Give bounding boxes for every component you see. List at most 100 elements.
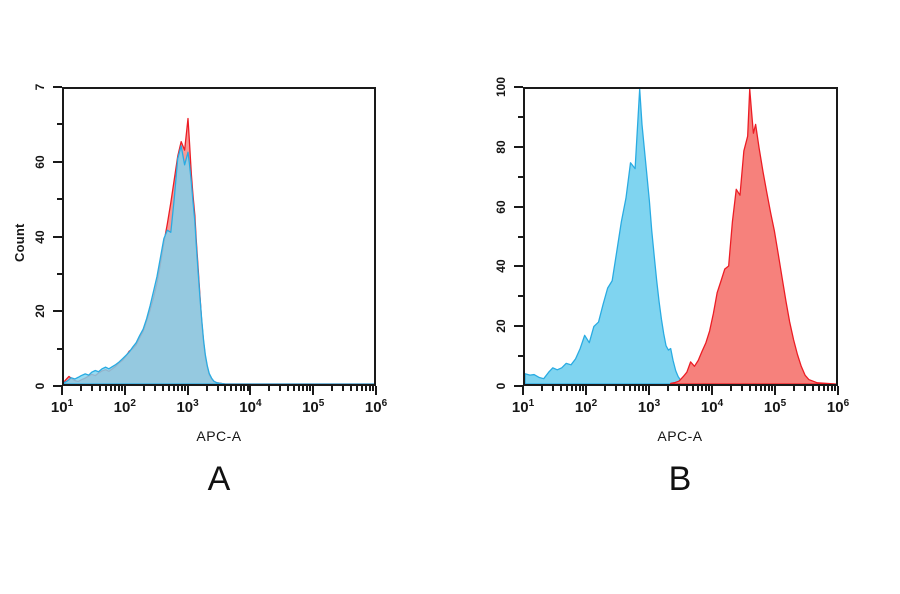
x-tick-mark [249, 386, 252, 395]
x-minor-tick [629, 386, 632, 391]
x-minor-tick [109, 386, 112, 391]
panel-b-histogram-plot [525, 89, 836, 384]
y-tick-label: 20 [494, 319, 508, 333]
x-minor-tick [575, 386, 578, 391]
y-tick-label: 7 [33, 83, 47, 91]
x-minor-tick [804, 386, 807, 391]
x-minor-tick [350, 386, 352, 391]
x-tick-mark [375, 386, 377, 395]
x-tick-label: 101 [50, 398, 74, 416]
x-minor-tick [666, 386, 669, 391]
y-tick-label: 60 [494, 199, 508, 214]
x-minor-tick [120, 386, 123, 391]
y-tick-mark [53, 160, 62, 163]
x-tick-mark [711, 386, 713, 395]
y-tick-mark [514, 325, 523, 328]
x-minor-tick [622, 386, 625, 391]
y-minor-tick [518, 175, 523, 178]
y-tick-label: 40 [494, 259, 508, 274]
x-tick-mark [648, 386, 650, 395]
x-minor-tick [771, 386, 774, 391]
y-minor-tick [57, 272, 62, 275]
x-minor-tick [827, 386, 830, 391]
x-tick-label: 104 [700, 398, 724, 416]
x-tick-label: 104 [239, 398, 262, 416]
x-tick-label: 105 [302, 398, 325, 416]
x-tick-label: 103 [637, 398, 661, 416]
x-minor-tick [216, 386, 219, 391]
x-minor-tick [183, 386, 186, 391]
y-tick-label: 20 [33, 304, 47, 318]
panel-a-blue-histogram [64, 145, 374, 384]
x-minor-tick [603, 386, 606, 391]
x-minor-tick [540, 386, 543, 391]
x-minor-tick [792, 386, 795, 391]
x-minor-tick [153, 386, 156, 391]
x-minor-tick [331, 386, 334, 391]
y-minor-tick [518, 355, 523, 358]
x-minor-tick [90, 386, 93, 391]
x-minor-tick [104, 386, 107, 391]
x-minor-tick [701, 386, 704, 391]
panel-a-y-axis-label: Count [12, 223, 27, 262]
panel-a-letter: A [207, 460, 231, 498]
x-minor-tick [708, 386, 711, 391]
x-tick-label: 101 [511, 398, 535, 416]
x-minor-tick [741, 386, 744, 391]
x-minor-tick [79, 386, 82, 391]
y-tick-mark [514, 205, 523, 208]
x-minor-tick [235, 386, 238, 391]
x-minor-tick [361, 386, 364, 391]
x-minor-tick [818, 386, 821, 391]
y-tick-mark [53, 235, 62, 238]
x-minor-tick [306, 386, 309, 391]
x-tick-label: 106 [364, 398, 388, 416]
x-tick-label: 102 [574, 398, 598, 416]
x-minor-tick [638, 386, 641, 391]
y-tick-label: 100 [494, 76, 508, 98]
x-minor-tick [239, 386, 242, 391]
x-minor-tick [302, 386, 305, 391]
x-minor-tick [764, 386, 767, 391]
x-minor-tick [368, 386, 371, 391]
x-tick-mark [61, 386, 63, 395]
y-tick-mark [514, 145, 523, 148]
x-minor-tick [704, 386, 707, 391]
x-minor-tick [279, 386, 282, 391]
panel-a-plot-area [62, 87, 376, 386]
x-minor-tick [755, 386, 758, 391]
x-minor-tick [246, 386, 249, 391]
y-minor-tick [518, 115, 523, 118]
x-minor-tick [180, 386, 183, 391]
x-minor-tick [578, 386, 581, 391]
y-tick-label: 80 [494, 140, 508, 154]
x-minor-tick [615, 386, 618, 391]
x-minor-tick [767, 386, 770, 391]
x-minor-tick [641, 386, 644, 391]
x-minor-tick [760, 386, 763, 391]
x-minor-tick [298, 386, 301, 391]
x-minor-tick [571, 386, 574, 391]
x-tick-label: 102 [113, 398, 136, 416]
y-tick-mark [53, 310, 62, 313]
y-tick-label: 60 [33, 155, 47, 169]
x-minor-tick [230, 386, 233, 391]
y-minor-tick [57, 198, 62, 201]
panel-a: Count 0 20 40 60 7 101 102 103 104 105 106 APC-A … [0, 0, 450, 520]
x-minor-tick [811, 386, 814, 391]
x-minor-tick [98, 386, 101, 391]
y-minor-tick [518, 295, 523, 298]
x-minor-tick [559, 386, 562, 391]
x-minor-tick [117, 386, 120, 391]
y-tick-mark [53, 86, 62, 88]
x-minor-tick [834, 386, 837, 391]
panel-b-letter: B [668, 460, 692, 498]
x-minor-tick [365, 386, 368, 391]
x-minor-tick [372, 386, 375, 391]
x-minor-tick [205, 386, 208, 391]
x-minor-tick [161, 386, 164, 391]
y-tick-mark [514, 385, 523, 387]
x-minor-tick [823, 386, 826, 391]
